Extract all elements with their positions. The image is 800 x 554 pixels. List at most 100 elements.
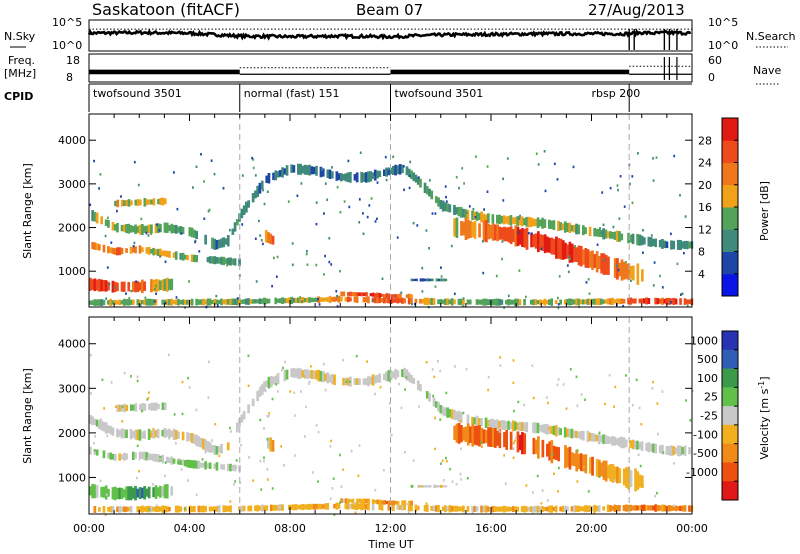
scatter-cell — [188, 386, 191, 389]
data-cell — [403, 505, 406, 511]
data-cell — [141, 224, 144, 235]
data-cell — [358, 498, 361, 504]
data-cell — [312, 503, 316, 510]
scatter-cell — [613, 479, 616, 482]
scatter-cell — [121, 405, 124, 409]
data-cell — [414, 298, 418, 304]
scatter-cell — [440, 275, 443, 278]
data-cell — [419, 384, 422, 392]
data-cell — [208, 298, 212, 306]
data-cell — [240, 299, 244, 304]
data-cell — [347, 498, 350, 503]
scatter-cell — [631, 403, 634, 407]
data-cell — [582, 299, 585, 305]
data-cell — [161, 299, 165, 305]
scatter-cell — [108, 283, 111, 286]
data-cell — [390, 294, 393, 298]
scatter-cell — [164, 260, 167, 263]
data-cell — [563, 221, 567, 233]
data-cell — [437, 485, 441, 488]
scatter-cell — [368, 204, 371, 207]
data-cell — [505, 429, 508, 450]
data-cell — [157, 199, 160, 205]
data-cell — [331, 374, 334, 385]
scatter-cell — [387, 167, 390, 170]
data-cell — [104, 219, 108, 226]
data-cell — [548, 505, 551, 513]
data-cell — [138, 487, 142, 499]
frequency-label-top: Freq. — [8, 54, 35, 67]
data-cell — [383, 294, 386, 297]
data-cell — [550, 440, 554, 464]
data-cell — [647, 298, 651, 304]
data-cell — [190, 460, 194, 469]
scatter-cell — [654, 494, 656, 498]
scatter-cell — [499, 356, 502, 359]
data-cell — [415, 278, 418, 282]
scatter-cell — [602, 259, 605, 262]
sky-noise-series-line — [87, 28, 692, 41]
scatter-cell — [135, 280, 138, 283]
data-cell — [274, 170, 278, 181]
scatter-cell — [428, 247, 430, 250]
velocity-colorbar-segment — [722, 406, 738, 426]
data-cell — [683, 298, 687, 305]
scatter-cell — [486, 165, 489, 168]
data-cell — [410, 484, 414, 488]
data-cell — [211, 506, 214, 512]
scatter-cell — [359, 151, 362, 154]
scatter-cell — [155, 292, 157, 295]
data-cell — [604, 299, 608, 304]
data-cell — [290, 504, 293, 510]
data-cell — [487, 213, 490, 223]
data-cell — [455, 207, 458, 215]
scatter-cell — [106, 434, 109, 438]
scatter-cell — [259, 386, 262, 389]
scatter-cell — [348, 205, 351, 209]
data-cell — [525, 506, 529, 512]
data-cell — [514, 421, 517, 431]
scatter-cell — [557, 306, 560, 310]
scatter-cell — [130, 375, 132, 378]
scatter-cell — [138, 458, 141, 461]
scatter-cell — [678, 453, 680, 457]
data-cell — [138, 224, 142, 235]
data-cell — [566, 299, 569, 305]
data-cell — [109, 298, 113, 306]
scatter-cell — [623, 205, 626, 208]
data-cell — [190, 254, 194, 262]
data-cell — [403, 500, 407, 506]
data-cell — [283, 370, 287, 382]
data-cell — [387, 293, 391, 299]
data-cell — [380, 298, 384, 303]
scatter-cell — [450, 244, 453, 248]
data-cell — [145, 199, 149, 206]
data-cell — [272, 172, 275, 181]
data-cell — [136, 506, 140, 513]
data-cell — [245, 298, 248, 305]
scatter-cell — [93, 159, 95, 163]
scatter-cell — [266, 415, 269, 418]
data-cell — [615, 230, 619, 242]
scatter-cell — [321, 168, 323, 171]
data-cell — [353, 174, 357, 181]
data-cell — [378, 170, 382, 178]
data-cell — [453, 299, 456, 305]
data-cell — [104, 280, 108, 292]
scatter-cell — [89, 353, 92, 357]
data-cell — [428, 188, 431, 197]
scatter-cell — [462, 297, 465, 300]
data-cell — [606, 231, 610, 238]
data-cell — [627, 297, 630, 305]
data-cell — [584, 505, 587, 513]
data-cell — [624, 504, 628, 512]
x-tick-label: 12:00 — [375, 522, 407, 535]
scatter-cell — [596, 243, 599, 246]
scatter-cell — [235, 459, 238, 462]
data-cell — [568, 241, 572, 263]
data-cell — [385, 293, 389, 299]
data-cell — [247, 200, 250, 208]
data-cell — [154, 485, 158, 499]
data-cell — [319, 297, 323, 302]
